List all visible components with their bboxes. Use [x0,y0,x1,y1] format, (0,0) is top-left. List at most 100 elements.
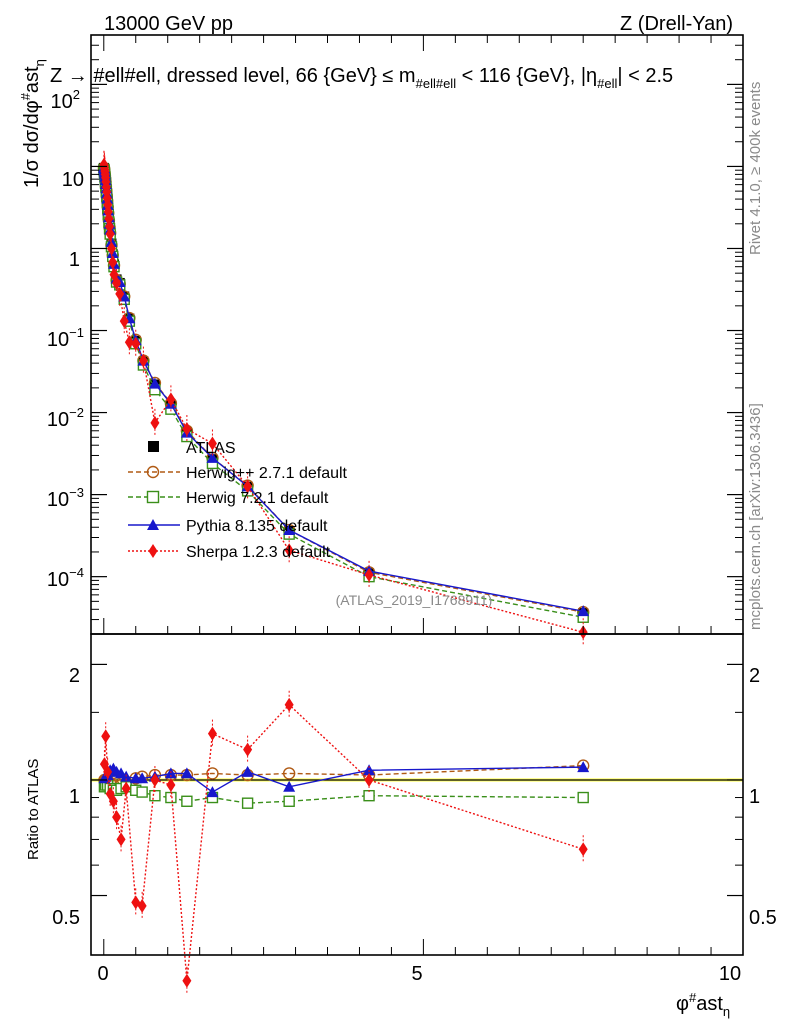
top-point-sherpa-1-2-3-default [284,543,294,558]
analysis-watermark: (ATLAS_2019_I1768911) [336,592,493,608]
top-point-pythia-8-135-default [148,377,161,389]
ratio-point-sherpa-1-2-3-default [112,810,122,825]
top-point-sherpa-1-2-3-default [108,255,118,270]
ratio-panel-marks [98,690,590,995]
top-line-sherpa-1-2-3-default [103,164,584,633]
top-tick-label-2: 10 [62,169,84,191]
ratio-point-sherpa-1-2-3-default [182,973,192,988]
legend-marker-pythia [147,519,159,530]
ratio-point-pythia-8-135-default [180,767,193,779]
ratio-point-sherpa-1-2-3-default [166,778,176,793]
ratio-point-herwig-7-2-1-default [283,795,295,807]
ratio-point-sherpa-1-2-3-default [578,842,588,857]
top-point-sherpa-1-2-3-default [112,275,122,290]
top-point-sherpa-1-2-3-default [131,336,141,351]
top-point-pythia-8-135-default [577,605,590,617]
process-label: Z (Drell-Yan) [620,13,733,35]
ratio-tick-1-left: 1 [69,786,80,808]
axis-ticks [91,34,744,955]
ratio-tick-2-left: 2 [69,665,80,687]
legend-label-herwig7: Herwig 7.2.1 default [186,490,329,507]
ratio-point-herwig-2-7-1-default [282,767,296,780]
top-point-pythia-8-135-default [206,451,219,463]
ratio-point-herwig-7-2-1-default [136,786,148,798]
top-point-sherpa-1-2-3-default [364,567,374,582]
ratio-line-sherpa-1-2-3-default [103,703,584,981]
legend-label-pythia: Pythia 8.135 default [186,518,328,535]
top-line-herwig-7-2-1-default [103,169,584,618]
top-line-herwig-2-7-1-default [103,167,584,613]
top-point-sherpa-1-2-3-default [243,479,253,494]
legend-marker-herwig7 [146,490,160,504]
ratio-point-pythia-8-135-default [283,780,296,792]
legend-label-atlas: ATLAS [186,440,236,457]
ratio-point-herwig-7-2-1-default [149,789,161,802]
ratio-point-sherpa-1-2-3-default [364,772,374,787]
top-point-sherpa-1-2-3-default [119,314,129,329]
top-point-sherpa-1-2-3-default [124,335,134,350]
ratio-point-sherpa-1-2-3-default [108,794,118,809]
top-tick-label-0: 102 [51,87,80,113]
ratio-point-sherpa-1-2-3-default [101,729,111,744]
rivet-label: Rivet 4.1.0, ≥ 400k events [747,82,764,255]
legend: ATLAS Herwig++ 2.7.1 default Herwig 7.2.… [128,440,348,561]
ratio-point-sherpa-1-2-3-default [243,742,253,757]
ratio-point-herwig-7-2-1-default [241,797,254,809]
ratio-tick-05-right: 0.5 [749,907,777,929]
top-point-sherpa-1-2-3-default [115,286,125,301]
ratio-point-pythia-8-135-default [206,786,219,798]
ratio-tick-05-left: 0.5 [52,907,80,929]
ratio-point-herwig-7-2-1-default [577,791,589,804]
legend-marker-atlas [148,441,159,452]
x-tick-5: 5 [411,963,422,985]
top-point-sherpa-1-2-3-default [105,227,115,242]
selection-main: Z → #ell#ell, dressed level, 66 {GeV} ≤ … [50,65,416,87]
ratio-point-herwig-7-2-1-default [363,789,375,802]
x-tick-0: 0 [97,963,108,985]
ratio-point-sherpa-1-2-3-default [207,726,217,741]
top-point-sherpa-1-2-3-default [166,392,176,407]
top-tick-label-5: 10−3 [47,485,84,511]
ratio-point-herwig-7-2-1-default [181,795,193,807]
top-point-sherpa-1-2-3-default [150,415,160,430]
mcplots-label: mcplots.cern.ch [arXiv:1306.3436] [747,403,764,630]
selection-sub2: #ell [597,76,617,91]
selection-mid: < 116 {GeV}, |η [456,65,597,87]
x-tick-10: 10 [719,963,741,985]
ratio-y-axis-title: Ratio to ATLAS [25,759,42,860]
legend-marker-herwigpp [146,465,160,479]
top-tick-label-4: 10−2 [47,405,84,431]
ratio-point-sherpa-1-2-3-default [150,772,160,787]
ratio-panel-frame [90,633,744,956]
ratio-point-sherpa-1-2-3-default [103,764,113,779]
ratio-point-sherpa-1-2-3-default [137,898,147,913]
ratio-tick-2-right: 2 [749,665,760,687]
ratio-point-sherpa-1-2-3-default [284,697,294,712]
top-line-pythia-8-135-default [103,167,584,612]
ratio-point-pythia-8-135-default [363,764,376,776]
selection-label: Z → #ell#ell, dressed level, 66 {GeV} ≤ … [50,65,673,91]
legend-marker-sherpa [148,544,158,558]
ratio-point-sherpa-1-2-3-default [121,781,131,796]
ratio-point-herwig-2-7-1-default [206,767,219,780]
top-tick-label-3: 10−1 [47,325,84,351]
top-tick-label-6: 10−4 [47,565,84,591]
top-point-pythia-8-135-default [283,524,296,536]
ratio-point-pythia-8-135-default [241,765,254,777]
top-tick-label-1: 1 [69,249,80,271]
ratio-line-herwig-7-2-1-default [103,784,584,804]
legend-label-sherpa: Sherpa 1.2.3 default [186,544,331,561]
legend-label-herwigpp: Herwig++ 2.7.1 default [186,465,348,482]
selection-sub: #ell#ell [416,76,457,91]
ratio-tick-1-right: 1 [749,786,760,808]
top-panel-marks [97,150,590,647]
ratio-point-pythia-8-135-default [136,772,149,784]
top-point-sherpa-1-2-3-default [106,241,116,256]
top-point-sherpa-1-2-3-default [138,353,148,368]
ratio-point-herwig-7-2-1-default [165,791,177,804]
energy-label: 13000 GeV pp [104,13,233,35]
x-axis-title: φ#astη [676,990,730,1019]
top-y-axis-title: 1/σ dσ/dφ#astη [18,59,47,188]
ratio-point-sherpa-1-2-3-default [116,832,126,847]
